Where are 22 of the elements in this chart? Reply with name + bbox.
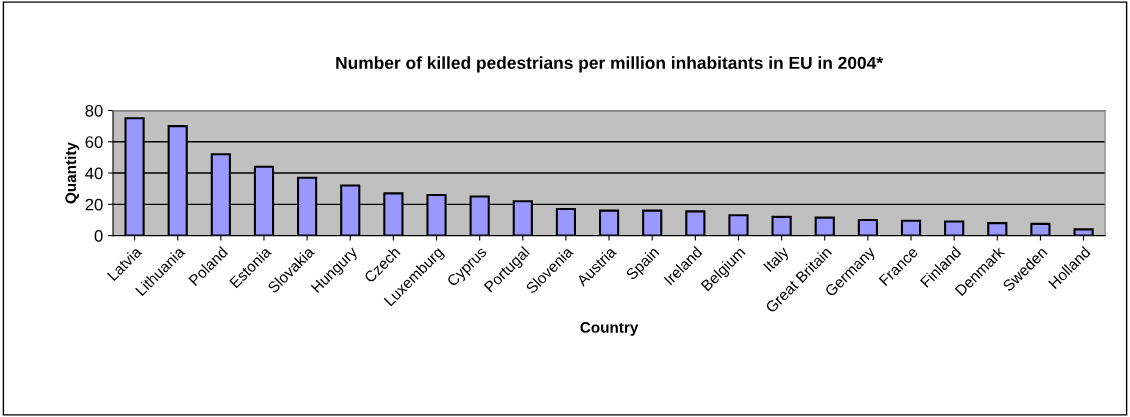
bar: [685, 210, 706, 236]
y-tick-label: 0: [94, 230, 103, 242]
x-tick-label: Italy: [762, 245, 792, 275]
bar: [1073, 228, 1094, 236]
bar: [944, 220, 965, 236]
bar: [814, 216, 835, 236]
y-tick-label: 60: [85, 136, 103, 148]
bar: [857, 218, 878, 236]
bar: [728, 214, 749, 236]
x-axis-title: Country: [580, 321, 639, 336]
bar: [555, 207, 577, 236]
bar: [642, 209, 663, 236]
y-axis-title: Quantity: [64, 142, 80, 204]
bar: [1030, 222, 1051, 236]
chart-title: Number of killed pedestrians per million inhabitants in EU in 2004*: [336, 56, 884, 73]
y-tick-label: 20: [85, 198, 103, 211]
bar: [900, 219, 922, 236]
y-tick-label: 40: [85, 167, 103, 180]
bar: [987, 222, 1008, 236]
y-tick-label: 80: [85, 104, 103, 117]
bar: [771, 215, 792, 236]
bar: [598, 209, 620, 236]
